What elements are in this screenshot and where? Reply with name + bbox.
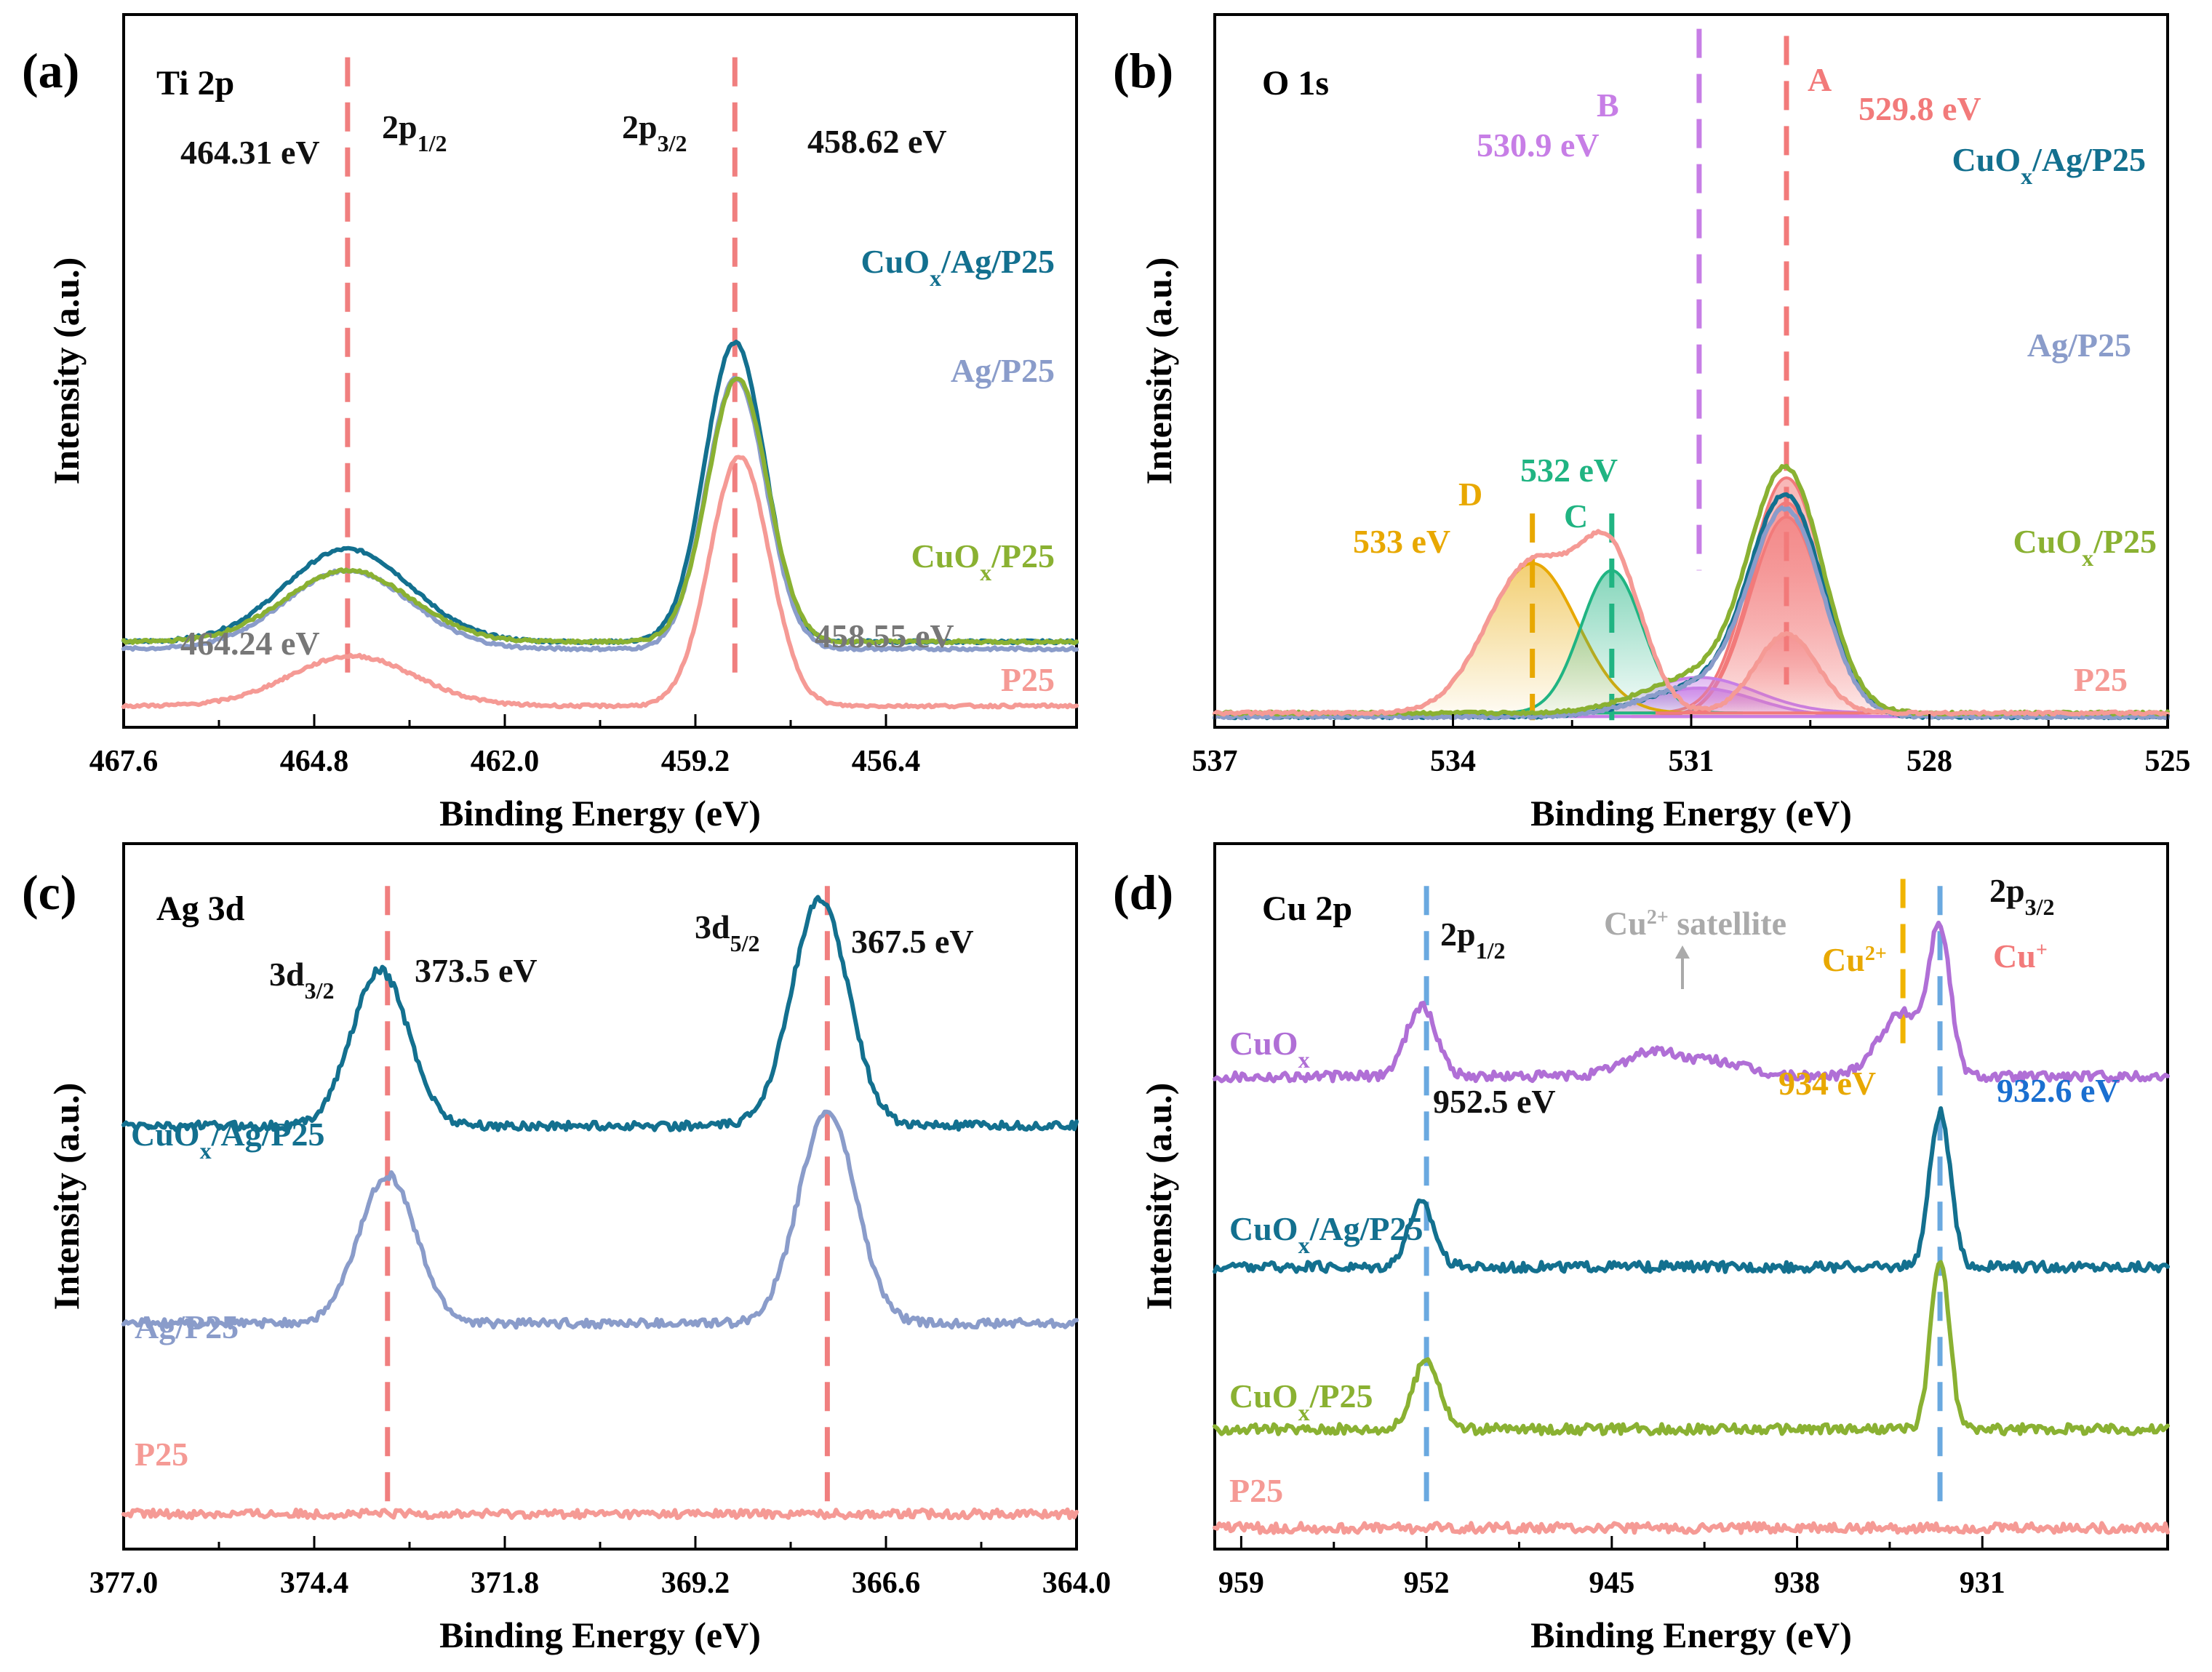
panel-c-ann-367-5: 367.5 eV: [851, 923, 974, 960]
panel-d-xlabel: Binding Energy (eV): [1530, 1615, 1852, 1655]
panel-d-frame: [1213, 842, 2169, 1551]
panel-c-ann-373-5: 373.5 eV: [415, 952, 538, 989]
panel-b-legend-cuox-ag-p25: CuOx/Ag/P25: [1952, 141, 2146, 189]
panel-d-label-2p12: 2p1/2: [1440, 916, 1505, 964]
x-tick-label: 931: [1960, 1567, 2005, 1600]
panel-b-frame: [1213, 13, 2169, 729]
panel-d-ylabel: Intensity (a.u.): [1138, 1083, 1179, 1311]
x-tick-label: 537: [1192, 745, 1238, 778]
panel-d-ann-cu2plus: Cu2+: [1822, 941, 1887, 978]
panel-c-legend-p25: P25: [135, 1436, 188, 1473]
panel-d-ann-satellite: Cu2+ satellite: [1604, 905, 1786, 942]
panel-a-xlabel: Binding Energy (eV): [439, 793, 761, 833]
panel-b-letter: (b): [1113, 43, 1173, 98]
panel-c-xlabel: Binding Energy (eV): [439, 1615, 761, 1655]
panel-b-legend-cuox-p25: CuOx/P25: [2013, 523, 2157, 571]
series-line: [1213, 529, 2170, 717]
series-line: [121, 895, 1079, 1132]
x-tick-label: 534: [1430, 745, 1476, 778]
panel-d-title: Cu 2p: [1262, 889, 1352, 928]
x-tick-label: 462.0: [471, 745, 540, 778]
x-tick-label: 369.2: [661, 1567, 730, 1600]
panel-b-comp-b-label: B: [1597, 87, 1619, 124]
x-tick-label: 374.4: [280, 1567, 349, 1600]
panel-c: (c) Ag 3d 377.0 374.4 371.8 369.2 366.6 364.0…: [22, 842, 1111, 1655]
panel-d-ann-934: 934 eV: [1778, 1065, 1876, 1102]
panel-a-label-2p12: 2p1/2: [382, 108, 447, 156]
panel-b: (b) O 1s 537 534 531 528 525 Binding Energy …: [1113, 13, 2191, 833]
panel-b-legend-ag-p25: Ag/P25: [2027, 327, 2131, 364]
panel-d-legend-cuox-p25: CuOx/P25: [1229, 1377, 1373, 1425]
series-line: [121, 1507, 1079, 1521]
panel-b-comp-a-energy: 529.8 eV: [1858, 90, 1981, 127]
panel-d-label-2p32: 2p3/2: [1989, 872, 2054, 920]
series-line: [1213, 1260, 2170, 1436]
panel-a-legend-cuox-p25: CuOx/P25: [911, 537, 1055, 585]
panel-a-ann-458-55: 458.55 eV: [815, 617, 954, 655]
x-tick-label: 366.6: [852, 1567, 921, 1600]
x-tick-label: 945: [1589, 1567, 1634, 1600]
panel-a-legend-ag-p25: Ag/P25: [951, 352, 1055, 389]
panel-d-legend-cuox-ag-p25: CuOx/Ag/P25: [1229, 1210, 1423, 1258]
series-line: [1213, 1106, 2170, 1274]
panel-b-comp-c-energy: 532 eV: [1520, 452, 1618, 489]
x-tick-label: 959: [1218, 1567, 1264, 1600]
panel-a-ann-464-31: 464.31 eV: [180, 134, 320, 171]
panel-b-comp-b-energy: 530.9 eV: [1477, 127, 1600, 164]
arrow-up-icon: [1675, 945, 1690, 959]
panel-b-xlabel: Binding Energy (eV): [1530, 793, 1852, 833]
x-tick-label: 371.8: [471, 1567, 540, 1600]
panel-c-title: Ag 3d: [156, 889, 245, 928]
series-line: [1213, 920, 2170, 1084]
x-tick-label: 531: [1669, 745, 1714, 778]
x-tick-label: 528: [1906, 745, 1952, 778]
panel-b-comp-d-label: D: [1458, 476, 1482, 513]
panel-a-title: Ti 2p: [156, 64, 234, 103]
x-tick-label: 456.4: [852, 745, 921, 778]
panel-d-ann-952-5: 952.5 eV: [1433, 1083, 1556, 1120]
panel-d-legend-cuox: CuOx: [1229, 1025, 1310, 1073]
x-tick-label: 377.0: [89, 1567, 159, 1600]
panel-d-legend-p25: P25: [1229, 1472, 1283, 1509]
panel-a-ann-464-24: 464.24 eV: [180, 625, 320, 662]
x-tick-label: 938: [1774, 1567, 1820, 1600]
panel-a-legend-cuox-ag-p25: CuOx/Ag/P25: [861, 243, 1055, 291]
x-tick-label: 464.8: [280, 745, 349, 778]
panel-c-legend-cuox-ag-p25: CuOx/Ag/P25: [131, 1116, 324, 1164]
panel-a-legend-p25: P25: [1001, 661, 1055, 698]
x-tick-label: 952: [1404, 1567, 1450, 1600]
x-tick-label: 525: [2145, 745, 2191, 778]
panel-d-letter: (d): [1113, 865, 1173, 920]
panel-c-legend-ag-p25: Ag/P25: [135, 1308, 239, 1345]
panel-b-comp-d-energy: 533 eV: [1353, 523, 1450, 560]
panel-b-comp-a-label: A: [1808, 61, 1832, 98]
series-line: [121, 455, 1079, 710]
panel-a-label-2p32: 2p3/2: [622, 108, 687, 156]
series-line: [121, 376, 1079, 646]
panel-c-label-3d32: 3d3/2: [269, 956, 334, 1004]
panel-b-ylabel: Intensity (a.u.): [1138, 257, 1179, 485]
panel-d-ann-932-6: 932.6 eV: [1997, 1072, 2120, 1109]
panel-a-ylabel: Intensity (a.u.): [46, 257, 87, 485]
x-tick-label: 364.0: [1042, 1567, 1111, 1600]
series-line: [121, 1109, 1079, 1330]
panel-a-letter: (a): [22, 43, 79, 98]
panel-c-letter: (c): [22, 865, 76, 920]
panel-b-title: O 1s: [1262, 64, 1329, 103]
panel-c-label-3d52: 3d5/2: [695, 908, 759, 956]
panel-c-ylabel: Intensity (a.u.): [46, 1083, 87, 1311]
panel-b-comp-c-label: C: [1564, 497, 1588, 535]
panel-a-ann-458-62: 458.62 eV: [807, 123, 947, 160]
series-line: [121, 375, 1079, 653]
panel-d: (d) Cu 2p 959 952 945 938 931 Binding Energy…: [1113, 842, 2170, 1655]
panel-b-legend-p25: P25: [2074, 661, 2128, 698]
panel-a: (a) Ti 2p 467.6 464.8 462.0 459.2 456.4 Bind…: [22, 13, 1079, 833]
series-line: [121, 340, 1079, 646]
x-tick-label: 459.2: [661, 745, 730, 778]
x-tick-label: 467.6: [89, 745, 159, 778]
panel-d-ann-cuplus: Cu+: [1993, 937, 2048, 975]
series-line: [1213, 1521, 2170, 1535]
